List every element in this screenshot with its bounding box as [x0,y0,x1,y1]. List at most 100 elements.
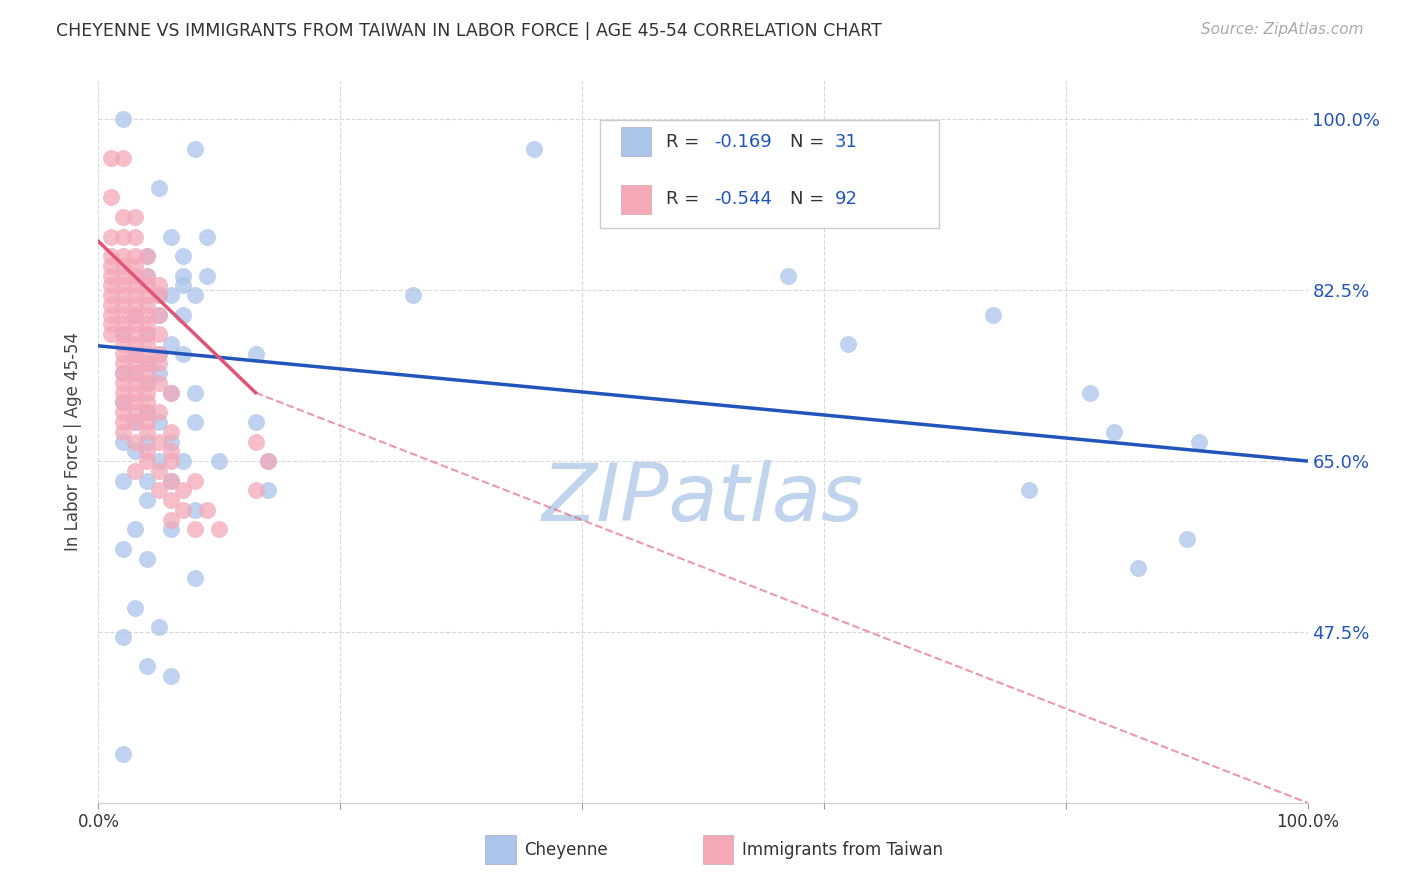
Point [111,249,134,263]
Point [124,434,146,449]
Point [111,229,134,244]
Point [160,454,183,468]
Point [523,142,546,156]
Point [124,366,146,380]
Point [100,298,122,312]
Point [124,308,146,322]
Point [111,405,134,419]
Point [135,366,157,380]
Point [100,308,122,322]
Point [160,474,183,488]
Point [148,366,170,380]
Text: Cheyenne: Cheyenne [524,841,607,859]
Point [111,318,134,332]
Point [111,415,134,429]
Point [135,249,157,263]
Bar [703,835,734,864]
Point [135,268,157,283]
Point [135,474,157,488]
Point [1128,561,1150,575]
Point [160,523,183,537]
Point [111,112,134,127]
Text: 92: 92 [835,191,858,209]
Point [135,444,157,458]
Point [172,346,194,360]
Point [184,474,207,488]
Point [124,444,146,458]
Point [111,327,134,342]
Point [124,395,146,409]
Point [135,337,157,351]
Point [135,308,157,322]
Point [184,385,207,400]
Point [148,346,170,360]
Point [245,415,267,429]
Bar [485,835,516,864]
Point [172,454,194,468]
Point [111,210,134,224]
Point [256,454,278,468]
Point [208,523,231,537]
Point [160,229,183,244]
Point [148,434,170,449]
Point [160,493,183,508]
Point [135,298,157,312]
Point [245,346,267,360]
Point [100,268,122,283]
Point [111,425,134,439]
Point [402,288,425,302]
Point [100,318,122,332]
Bar [621,185,651,214]
Point [135,327,157,342]
Point [124,523,146,537]
Point [111,434,134,449]
Point [111,747,134,761]
Point [124,366,146,380]
Text: R =: R = [665,191,704,209]
Point [160,425,183,439]
Point [135,434,157,449]
Point [135,249,157,263]
Point [172,308,194,322]
Point [148,288,170,302]
Point [124,249,146,263]
Point [172,278,194,293]
Point [124,318,146,332]
Point [148,483,170,498]
Point [160,288,183,302]
Point [135,493,157,508]
Point [160,513,183,527]
Text: N =: N = [790,133,830,151]
Point [256,483,278,498]
Point [124,278,146,293]
Point [160,669,183,683]
Point [1018,483,1040,498]
Point [195,229,218,244]
Point [135,278,157,293]
Point [135,454,157,468]
Point [135,385,157,400]
Point [124,356,146,370]
Point [124,405,146,419]
Point [1102,425,1125,439]
Point [111,376,134,390]
Point [148,620,170,634]
Point [111,395,134,409]
Point [124,259,146,273]
Point [124,415,146,429]
Point [135,288,157,302]
Point [160,444,183,458]
Y-axis label: In Labor Force | Age 45-54: In Labor Force | Age 45-54 [65,332,83,551]
Text: -0.544: -0.544 [714,191,772,209]
Point [111,327,134,342]
Point [184,288,207,302]
Point [160,385,183,400]
Point [1078,385,1101,400]
Point [111,366,134,380]
Point [100,259,122,273]
Point [195,503,218,517]
Point [184,571,207,585]
Point [111,298,134,312]
Point [172,249,194,263]
Point [135,376,157,390]
